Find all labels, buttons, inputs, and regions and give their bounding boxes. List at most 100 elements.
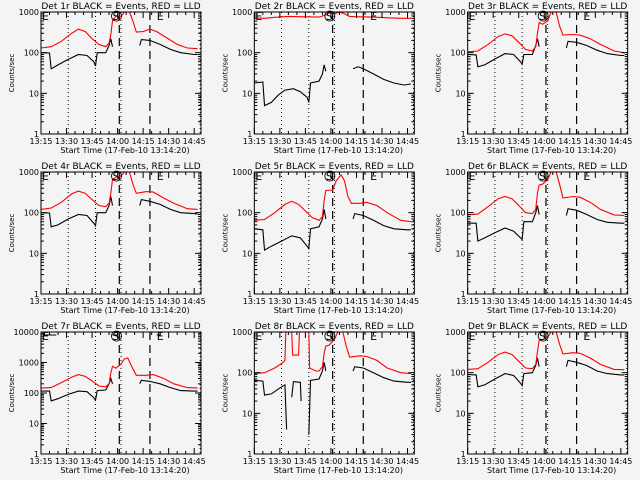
- start-marker: S: [112, 10, 119, 23]
- end-marker: E: [255, 10, 262, 23]
- x-tick-label: 13:30: [55, 457, 78, 466]
- x-tick-label: 13:15: [29, 457, 52, 466]
- start-marker-circle: [111, 170, 122, 182]
- lld-series-line: [40, 171, 198, 210]
- start-marker: S: [112, 330, 119, 343]
- y-tick-label: 10: [455, 89, 465, 98]
- x-tick-label: 13:45: [507, 457, 530, 466]
- events-series-line: [254, 209, 411, 252]
- x-tick-label: 14:30: [157, 297, 180, 306]
- x-axis-label: Start Time (17-Feb-10 13:14:20): [274, 466, 403, 475]
- y-tick-label: 1: [247, 130, 252, 139]
- x-tick-label: 13:30: [482, 137, 505, 146]
- lld-series-line: [467, 11, 625, 54]
- y-tick-label: 10: [455, 409, 465, 418]
- start-marker: S: [539, 330, 546, 343]
- y-tick-label: 100: [450, 369, 465, 378]
- x-tick-label: 14:45: [183, 457, 206, 466]
- end-marker: E: [42, 330, 49, 343]
- plot-frame: [467, 171, 629, 295]
- y-tick-label: 1: [461, 130, 466, 139]
- y-tick-label: 100: [450, 49, 465, 58]
- x-tick-label: 14:30: [584, 297, 607, 306]
- plot-frame: [467, 11, 629, 135]
- y-tick-label: 1000: [232, 168, 252, 177]
- x-axis-label: Start Time (17-Feb-10 13:14:20): [60, 466, 189, 475]
- start-marker: S: [326, 170, 333, 183]
- y-tick-label: 100: [237, 49, 252, 58]
- end-marker: E: [469, 10, 476, 23]
- y-tick-label: 1: [34, 290, 39, 299]
- y-tick-label: 1000: [232, 328, 252, 337]
- y-tick-label: 10: [455, 249, 465, 258]
- start-marker: S: [326, 330, 333, 343]
- x-tick-label: 14:30: [157, 137, 180, 146]
- x-tick-label: 14:00: [106, 137, 129, 146]
- lld-series-line: [467, 171, 625, 217]
- x-tick-label: 14:30: [370, 457, 393, 466]
- x-axis-label: Start Time (17-Feb-10 13:14:20): [274, 306, 403, 315]
- x-tick-label: 14:30: [157, 457, 180, 466]
- y-tick-label: 1: [461, 290, 466, 299]
- y-axis-label: Counts/sec: [435, 374, 443, 413]
- start-marker-circle: [537, 330, 549, 342]
- chart-title: Det 2r BLACK = Events, RED = LLD: [255, 2, 414, 12]
- end-marker: E: [370, 10, 377, 23]
- end-marker: E: [42, 170, 49, 183]
- y-tick-label: 10: [29, 89, 39, 98]
- end-marker: E: [255, 170, 262, 183]
- lld-series-line: [40, 11, 198, 50]
- y-axis-label: Counts/sec: [435, 54, 443, 93]
- x-tick-label: 14:00: [533, 137, 556, 146]
- start-marker-circle: [111, 10, 122, 22]
- x-tick-label: 14:15: [345, 297, 368, 306]
- plot-frame: [253, 11, 415, 135]
- x-tick-label: 14:45: [396, 457, 419, 466]
- start-marker-circle: [324, 170, 336, 182]
- x-tick-label: 13:15: [243, 457, 266, 466]
- chart-title: Det 8r BLACK = Events, RED = LLD: [255, 322, 414, 332]
- lld-series-line: [254, 331, 411, 375]
- y-tick-label: 100: [24, 49, 39, 58]
- events-series-line: [467, 357, 625, 388]
- x-tick-label: 14:15: [558, 297, 581, 306]
- plot-frame: [40, 171, 202, 295]
- x-tick-label: 14:00: [106, 457, 129, 466]
- x-tick-label: 14:45: [609, 297, 632, 306]
- end-marker: E: [583, 170, 590, 183]
- lld-series-line: [40, 357, 198, 389]
- x-tick-label: 14:45: [183, 137, 206, 146]
- chart-title: Det 1r BLACK = Events, RED = LLD: [41, 2, 200, 12]
- y-tick-label: 10000: [14, 328, 39, 337]
- y-axis-label: Counts/sec: [435, 214, 443, 253]
- end-marker: E: [157, 10, 164, 23]
- x-tick-label: 13:45: [81, 297, 104, 306]
- x-tick-label: 13:45: [294, 137, 317, 146]
- x-axis-label: Start Time (17-Feb-10 13:14:20): [487, 146, 616, 155]
- plot-frame: [253, 171, 415, 295]
- x-axis-label: Start Time (17-Feb-10 13:14:20): [60, 306, 189, 315]
- x-tick-label: 13:15: [29, 137, 52, 146]
- y-tick-label: 1: [247, 290, 252, 299]
- x-tick-label: 14:45: [183, 297, 206, 306]
- y-tick-label: 1000: [19, 359, 39, 368]
- events-series-line: [254, 64, 412, 107]
- x-tick-label: 14:30: [370, 297, 393, 306]
- y-tick-label: 10: [29, 249, 39, 258]
- lld-series-line: [467, 331, 625, 371]
- x-tick-label: 14:00: [533, 457, 556, 466]
- x-axis-label: Start Time (17-Feb-10 13:14:20): [487, 466, 616, 475]
- plot-frame: [253, 331, 415, 455]
- y-tick-label: 1000: [19, 8, 39, 17]
- x-tick-label: 13:45: [294, 457, 317, 466]
- start-marker-circle: [537, 170, 549, 182]
- lld-series-line: [254, 173, 412, 223]
- start-marker-circle: [111, 330, 122, 342]
- y-tick-label: 100: [24, 389, 39, 398]
- start-marker-circle: [324, 330, 336, 342]
- x-tick-label: 14:15: [132, 297, 155, 306]
- y-axis-label: Counts/sec: [8, 54, 16, 93]
- y-tick-label: 1000: [232, 8, 252, 17]
